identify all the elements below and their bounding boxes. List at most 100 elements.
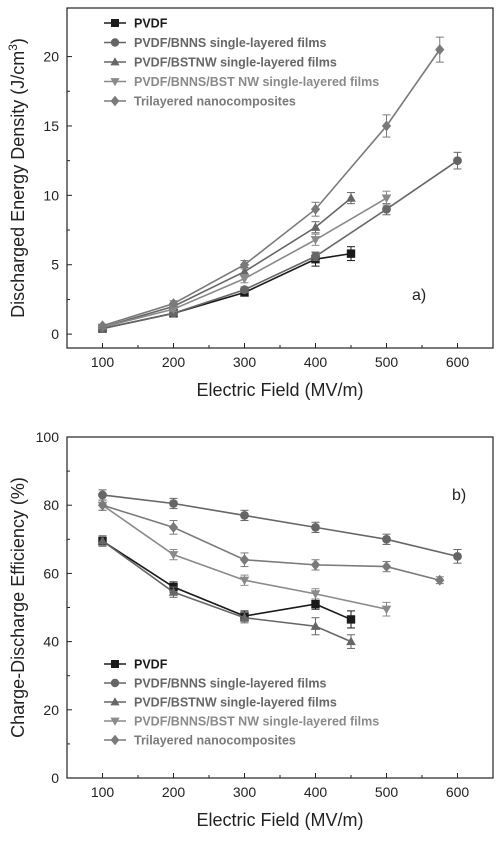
- x-tick-label: 300: [233, 784, 257, 800]
- y-tick-label: 15: [43, 118, 59, 134]
- data-point: [168, 298, 179, 310]
- legend-entry: PVDF/BSTNW single-layered films: [134, 696, 337, 710]
- y-tick-label: 0: [51, 770, 59, 786]
- series-line: [102, 159, 458, 330]
- data-point: [346, 249, 356, 258]
- legend-marker: [110, 78, 120, 87]
- legend-marker: [110, 95, 120, 107]
- legend-marker: [110, 38, 120, 47]
- legend-marker: [110, 734, 120, 746]
- data-point: [311, 522, 320, 532]
- y-tick-label: 20: [43, 702, 59, 718]
- data-point: [382, 534, 391, 544]
- data-point: [346, 615, 356, 624]
- data-point: [97, 535, 108, 545]
- y-tick-label: 5: [51, 257, 59, 273]
- data-point: [381, 194, 392, 204]
- legend-marker: [110, 717, 120, 726]
- y-axis-label: Discharged Energy Density (J/cm3): [6, 38, 28, 318]
- data-point: [453, 156, 462, 166]
- x-tick-label: 200: [162, 784, 186, 800]
- data-point: [310, 236, 321, 245]
- x-axis-label: Electric Field (MV/m): [196, 380, 363, 400]
- legend-entry: Trilayered nanocomposites: [134, 734, 296, 748]
- series-line: [102, 504, 440, 581]
- data-point: [310, 222, 321, 231]
- chart-panel-a: 100 200 300 400 500 600 0 5 10 15 20 Electric Field…: [6, 7, 494, 400]
- series-line: [102, 49, 441, 327]
- data-point: [381, 561, 392, 573]
- legend-marker: [111, 19, 119, 27]
- x-axis-label: Electric Field (MV/m): [196, 810, 363, 830]
- data-point: [239, 554, 250, 566]
- y-tick-label: 40: [43, 634, 59, 650]
- legend-marker: [111, 660, 119, 668]
- x-tick-label: 600: [446, 354, 470, 370]
- data-point: [239, 259, 250, 271]
- legend-entry: PVDF/BNNS/BST NW single-layered films: [134, 75, 379, 89]
- series-1: [98, 535, 356, 629]
- y-tick-label: 10: [43, 187, 59, 203]
- legend-marker: [110, 678, 120, 688]
- data-point: [435, 574, 445, 586]
- legend: PVDF PVDF/BNNS single-layered films PVDF/B…: [104, 658, 379, 748]
- y-tick-label: 100: [36, 429, 60, 445]
- x-tick-label: 300: [233, 354, 257, 370]
- series-3: [97, 535, 356, 649]
- x-tick-label: 400: [304, 784, 328, 800]
- data-point: [346, 193, 356, 202]
- series-2: [98, 151, 462, 333]
- x-tick-label: 500: [375, 354, 399, 370]
- x-tick-label: 100: [91, 354, 115, 370]
- legend-entry: PVDF/BNNS single-layered films: [134, 36, 326, 50]
- data-point: [168, 587, 179, 596]
- panel-label: b): [452, 487, 466, 504]
- series-2: [98, 489, 462, 564]
- data-point: [239, 576, 250, 586]
- y-axis-label: Charge-Discharge Efficiency (%): [8, 477, 28, 738]
- x-tick-label: 400: [304, 354, 328, 370]
- panel-label: a): [412, 287, 426, 304]
- y-tick-label: 60: [43, 565, 59, 581]
- data-point: [168, 551, 179, 560]
- y-tick-label: 0: [51, 326, 59, 342]
- data-point: [381, 605, 392, 615]
- y-tick-label: 80: [43, 497, 59, 513]
- legend: PVDF PVDF/BNNS single-layered films PVDF/B…: [104, 17, 379, 109]
- data-point: [239, 612, 250, 622]
- series-5: [97, 36, 445, 332]
- x-tick-label: 600: [446, 784, 470, 800]
- data-point: [346, 636, 356, 646]
- legend-marker: [110, 57, 120, 66]
- data-point: [169, 499, 178, 508]
- series-line: [102, 494, 458, 558]
- x-tick-label: 200: [162, 354, 186, 370]
- data-point: [168, 305, 179, 315]
- chart-panel-b: 100 200 300 400 500 600 0 20 40 60 80 100 Electric F…: [8, 429, 494, 830]
- legend-entry: PVDF/BNNS/BST NW single-layered films: [134, 715, 379, 729]
- data-point: [453, 551, 462, 561]
- x-tick-label: 500: [375, 784, 399, 800]
- legend-entry: Trilayered nanocomposites: [134, 95, 296, 109]
- legend-entry: PVDF: [134, 658, 168, 672]
- data-point: [311, 599, 320, 609]
- data-point: [310, 203, 321, 215]
- series-5: [97, 499, 445, 586]
- data-point: [381, 120, 392, 132]
- data-point: [310, 559, 321, 571]
- data-point: [435, 44, 445, 56]
- data-point: [240, 511, 249, 520]
- x-tick-label: 100: [91, 784, 115, 800]
- data-point: [98, 490, 107, 500]
- data-point: [239, 266, 250, 276]
- data-point: [168, 521, 179, 533]
- data-point: [310, 590, 321, 599]
- data-point: [311, 251, 320, 261]
- data-point: [240, 285, 249, 295]
- data-point: [239, 275, 250, 284]
- legend-marker: [110, 697, 120, 706]
- data-point: [382, 204, 391, 214]
- data-point: [310, 621, 321, 630]
- data-point: [97, 499, 108, 511]
